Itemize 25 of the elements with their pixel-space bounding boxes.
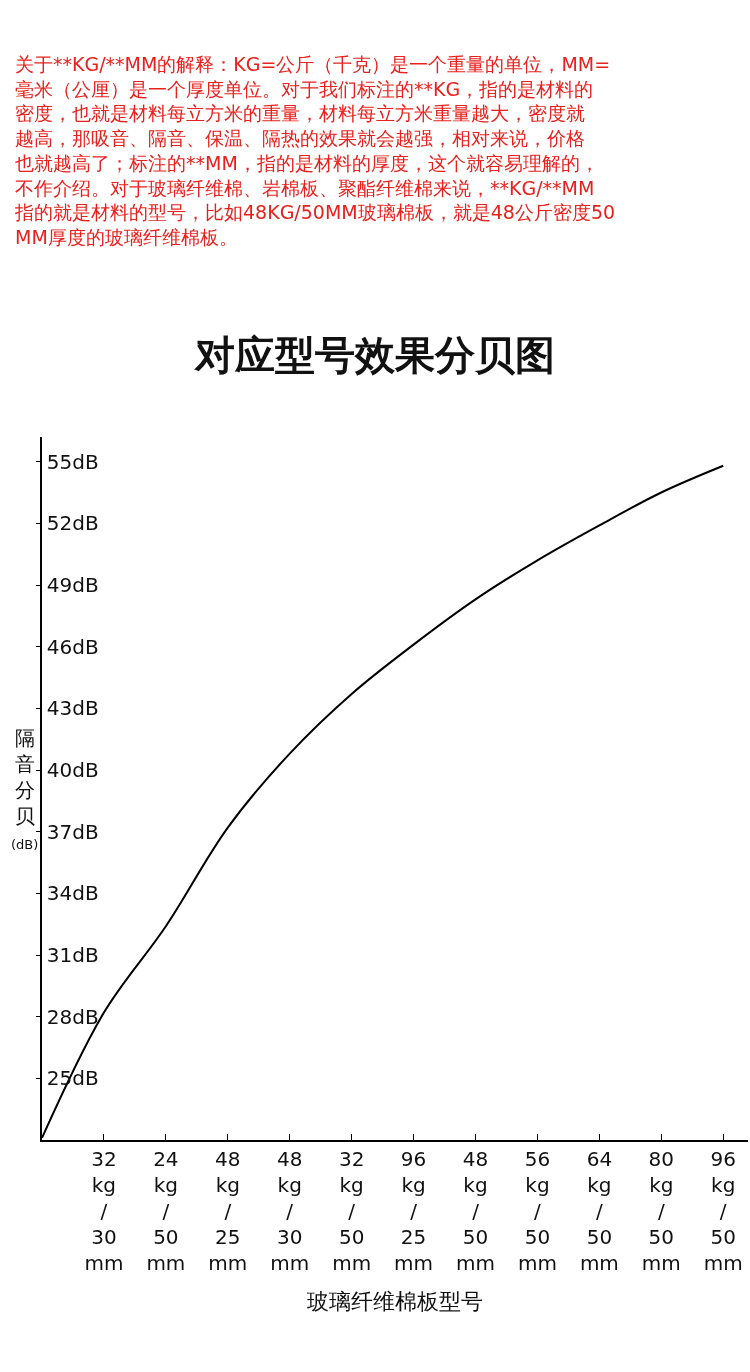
x-tick-label: 24 kg/50 mm: [146, 1146, 186, 1275]
x-tick-label: 32 kg/50 mm: [332, 1146, 372, 1275]
y-tick-label: 52dB: [46, 511, 99, 536]
x-axis-title: 玻璃纤维棉板型号: [307, 1289, 483, 1315]
y-tick-label: 34dB: [46, 881, 99, 906]
x-tick-label: 32 kg/30 mm: [84, 1146, 124, 1275]
x-tick-label: 96 kg/25 mm: [394, 1146, 434, 1275]
y-tick-label: 40dB: [46, 758, 99, 782]
y-tick-label: 55dB: [46, 449, 99, 474]
x-tick-label: 48 kg/30 mm: [270, 1146, 310, 1275]
chart-title: 对应型号效果分贝图: [193, 332, 555, 378]
y-tick-label: 37dB: [46, 819, 99, 844]
y-tick-label: 43dB: [46, 696, 99, 721]
y-tick-label: 31dB: [46, 943, 99, 967]
y-axis-title: 隔音分贝(dB): [11, 726, 39, 852]
y-tick-label: 49dB: [46, 573, 99, 597]
x-tick-label: 64 kg/50 mm: [579, 1146, 619, 1275]
x-tick-label: 48 kg/50 mm: [456, 1146, 495, 1275]
x-tick-label: 96 kg/50 mm: [703, 1146, 743, 1275]
text: 关于**KG/**MM的解释：KG=公斤（千克）是一个重量的单位，MM=毫米（公厘）是一个厚度单位。对于我们标注的**KG，指的是材料的密度，也就是材料每立方米的重量，材料每立方米重量越大，密度就越高，那吸音、隔音、保温、隔热的效果就会越强，相对来说，价格也就越高了；标注的**MM，指的是材料的厚度，这个就容易理解的，不作介绍。对于玻璃纤维棉、岩棉板、聚酯纤维棉来说，**KG/**MM指的就是材料的型号，比如48KG/50MM玻璃棉板，就是48公斤密度50MM厚度的玻璃纤维棉板。: [15, 53, 616, 248]
y-tick-label: 46dB: [46, 634, 99, 659]
x-tick-label: 48 kg/25 mm: [208, 1146, 248, 1275]
x-tick-label: 80 kg/50 mm: [641, 1146, 681, 1275]
y-tick-label: 28dB: [46, 1004, 99, 1029]
x-tick-label: 56 kg/50 mm: [517, 1146, 557, 1275]
